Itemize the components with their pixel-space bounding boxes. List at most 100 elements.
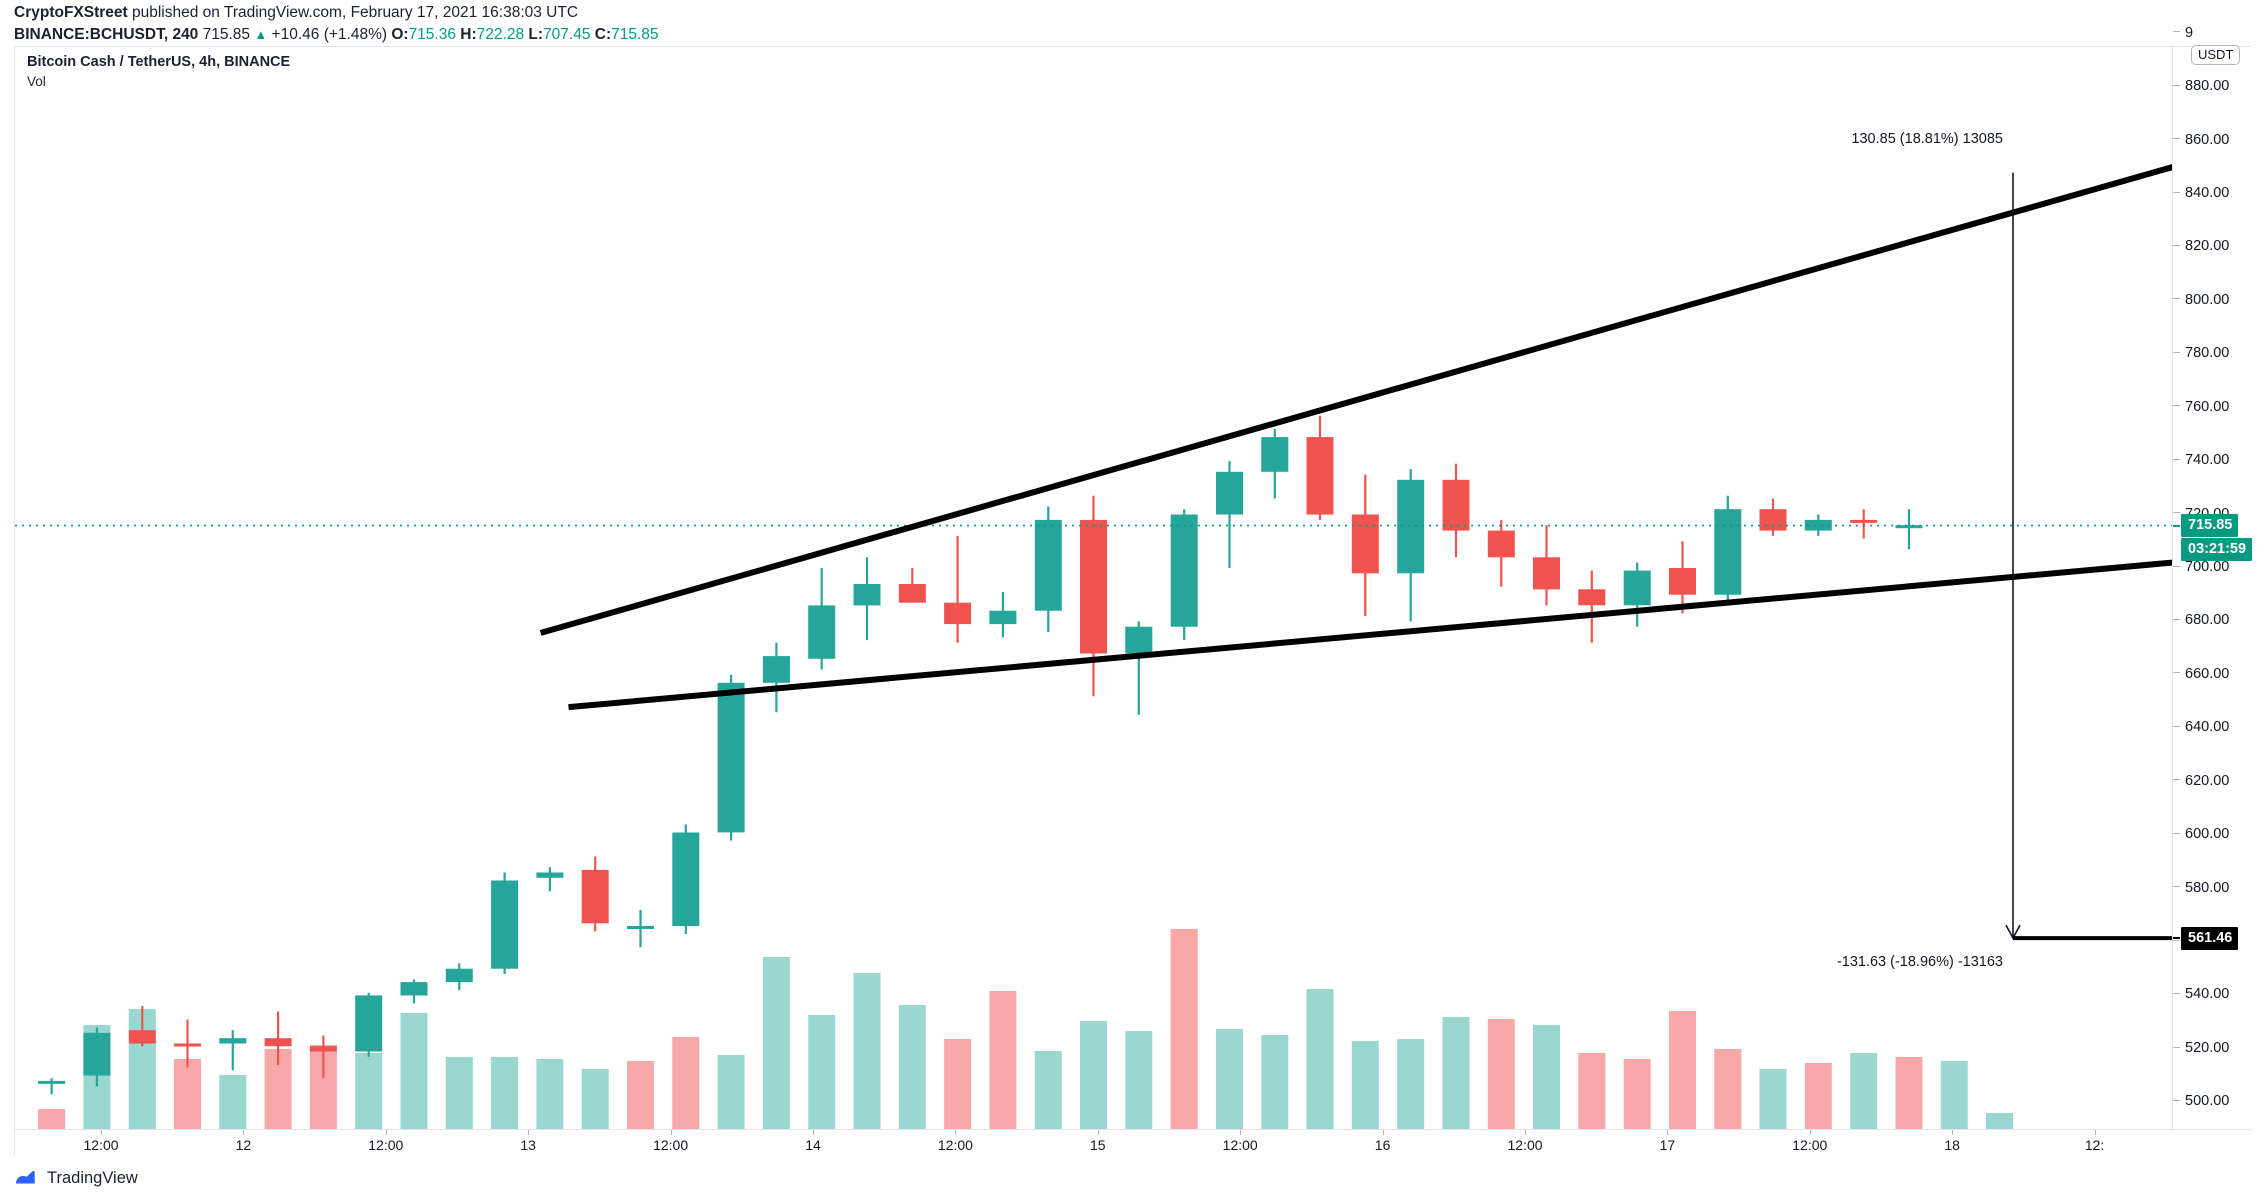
volume-bar: [1261, 1035, 1289, 1129]
time-axis-mark: [243, 1130, 245, 1135]
candle-body: [1714, 509, 1742, 595]
candle-body: [1442, 479, 1470, 531]
volume-bar: [1306, 989, 1334, 1129]
candlestick-volume-canvas[interactable]: [15, 47, 2172, 1129]
open-label: O:: [391, 26, 409, 43]
volume-bar: [445, 1057, 473, 1129]
volume-bar: [672, 1037, 700, 1129]
candle-body: [1895, 525, 1923, 529]
volume-bar: [491, 1057, 519, 1129]
countdown-badge: 03:21:59: [2181, 538, 2253, 562]
tradingview-wordmark: TradingView: [47, 1168, 138, 1187]
tradingview-logo-icon: [15, 1170, 39, 1185]
volume-bar: [1986, 1113, 2013, 1129]
candle-body: [853, 584, 881, 606]
candle-body: [400, 982, 428, 996]
volume-bar: [581, 1069, 609, 1129]
time-axis-mark: [670, 1130, 672, 1135]
price-axis-tick: 520.00: [2173, 1040, 2229, 1056]
candle-body: [1850, 519, 1878, 523]
price-axis-tick: 760.00: [2173, 399, 2229, 415]
time-axis-tick: 12:00: [1222, 1137, 1258, 1153]
candle-body: [672, 832, 700, 926]
candle-body: [83, 1032, 111, 1076]
candle-body: [1397, 479, 1425, 574]
symbol-ticker: BINANCE:BCHUSDT, 240: [14, 26, 199, 43]
volume-bar: [898, 1005, 926, 1129]
price-scale[interactable]: USDT 9 880.00 860.00 840.00 820.00 800.00 780.…: [2172, 25, 2253, 1157]
price-bubble-dash: [2173, 937, 2180, 940]
chart-plot-area[interactable]: [15, 47, 2172, 1129]
time-axis-tick: 12:: [2084, 1137, 2105, 1153]
time-axis-tick: 12:00: [937, 1137, 973, 1153]
time-axis-tick: 12:00: [83, 1137, 119, 1153]
close-label: C:: [594, 26, 612, 43]
low-value: 707.45: [543, 26, 591, 43]
chart-legend: Bitcoin Cash / TetherUS, 4h, BINANCE Vol: [27, 54, 290, 90]
candle-body: [717, 682, 745, 833]
candle-body: [989, 610, 1017, 625]
candle-body: [445, 968, 473, 983]
candle-body: [581, 869, 609, 924]
volume-bar: [808, 1015, 836, 1129]
candle-body: [898, 584, 926, 603]
candle-series: [38, 415, 1923, 1095]
candle-body: [355, 995, 383, 1052]
time-axis-tick: 15: [1090, 1137, 1106, 1153]
candle-body: [1306, 437, 1334, 515]
chart-frame[interactable]: Bitcoin Cash / TetherUS, 4h, BINANCE Vol…: [14, 25, 2253, 1157]
price-axis-tick: 740.00: [2173, 452, 2229, 468]
close-value: 715.85: [611, 26, 659, 43]
volume-bar: [1578, 1053, 1606, 1129]
candle-body: [309, 1046, 337, 1052]
legend-volume-title: Vol: [27, 74, 46, 89]
volume-bar: [1623, 1059, 1651, 1129]
quote-line: BINANCE:BCHUSDT, 240 715.85 ▲ +10.46 (+1…: [14, 25, 1614, 44]
measured-move-arrow: [2005, 172, 2172, 941]
high-label: H:: [460, 26, 477, 43]
chart-attribution-header: CryptoFXStreet published on TradingView.…: [14, 4, 1614, 44]
time-axis-tick: 12: [235, 1137, 252, 1153]
candle-body: [264, 1038, 292, 1047]
upper-trendline[interactable]: [539, 164, 2173, 636]
time-axis-mark: [955, 1130, 957, 1135]
volume-bar: [762, 957, 790, 1129]
tradingview-branding[interactable]: TradingView: [14, 1168, 138, 1188]
price-axis-tick: 600.00: [2173, 826, 2229, 842]
time-axis-mark: [385, 1130, 387, 1135]
candle-body: [762, 656, 790, 683]
time-axis-mark: [1097, 1130, 1099, 1135]
last-price: 715.85: [202, 26, 251, 43]
currency-unit-badge: USDT: [2191, 45, 2241, 65]
time-axis-tick: 12:00: [653, 1137, 689, 1153]
time-axis-mark: [1382, 1130, 1384, 1135]
time-axis-mark: [1952, 1130, 1954, 1135]
time-axis-tick: 17: [1659, 1137, 1676, 1153]
price-axis-tick: 780.00: [2173, 345, 2229, 361]
volume-bar: [1034, 1051, 1062, 1129]
publisher-suffix: published on TradingView.com, February 1…: [127, 4, 579, 21]
time-axis-mark: [1809, 1130, 1811, 1135]
candle-body: [1351, 514, 1379, 574]
candle-body: [1080, 519, 1107, 654]
time-axis-mark: [813, 1130, 814, 1135]
publisher-line: CryptoFXStreet published on TradingView.…: [14, 4, 1614, 22]
time-axis-tick: 12:00: [1507, 1137, 1543, 1153]
price-axis-tick: 880.00: [2173, 78, 2229, 94]
time-axis-mark: [101, 1130, 102, 1135]
candle-body: [219, 1038, 247, 1044]
price-axis-tick: 660.00: [2173, 666, 2229, 682]
candle-body: [627, 926, 654, 929]
candle-body: [1578, 589, 1606, 606]
volume-bar: [1850, 1053, 1878, 1129]
time-scale[interactable]: 12:00 12 12:00 13 12:00 14 12:00 15 12:00 16 12:00…: [15, 1129, 2252, 1157]
time-axis-mark: [1667, 1130, 1669, 1135]
price-axis-tick: 820.00: [2173, 238, 2229, 254]
volume-bar: [536, 1059, 564, 1129]
lower-trendline[interactable]: [568, 559, 2173, 711]
candle-body: [1623, 570, 1651, 606]
price-bubble-dash: [2173, 524, 2180, 527]
volume-bar: [1759, 1069, 1787, 1129]
volume-bar: [38, 1109, 66, 1129]
volume-bar: [1397, 1039, 1425, 1129]
